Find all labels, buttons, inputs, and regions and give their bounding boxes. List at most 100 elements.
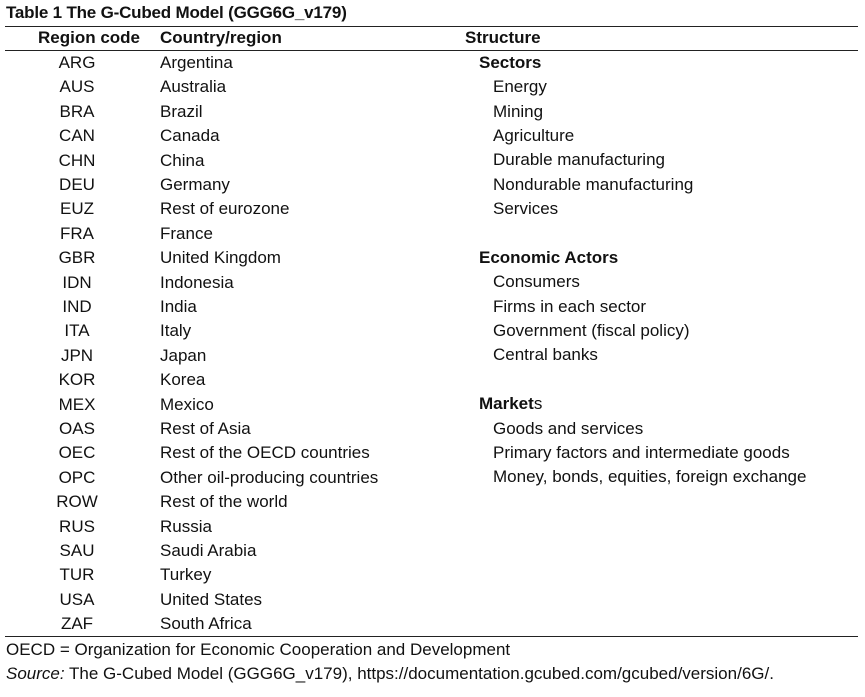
markets-heading: Markets <box>479 393 542 415</box>
table-title: Table 1 The G-Cubed Model (GGG6G_v179) <box>6 3 347 22</box>
country-region-cell: Other oil-producing countries <box>160 468 379 487</box>
country-region-cell: France <box>160 224 213 243</box>
actor-item: Firms in each sector <box>493 297 647 316</box>
region-code-cell: ROW <box>56 492 98 511</box>
top-rule <box>5 26 858 27</box>
region-code-cell: OAS <box>59 419 95 438</box>
region-code-cell: OEC <box>58 443 96 462</box>
table-row: CAN Canada <box>0 125 460 149</box>
bottom-rule <box>5 636 858 637</box>
economic-actors-heading: Economic Actors <box>479 248 619 267</box>
region-code-cell: CHN <box>58 151 96 170</box>
actor-item: Central banks <box>493 345 598 364</box>
footnote: OECD = Organization for Economic Coopera… <box>6 640 511 659</box>
table-row: BRA Brazil <box>0 101 460 125</box>
region-code-cell: BRA <box>59 102 95 121</box>
country-region-cell: Argentina <box>160 53 233 72</box>
actor-item: Government (fiscal policy) <box>493 321 690 340</box>
table-row: ROW Rest of the world <box>0 491 460 515</box>
region-code-cell: SAU <box>59 541 95 560</box>
region-code-cell: ITA <box>64 321 90 340</box>
country-region-cell: United Kingdom <box>160 248 281 267</box>
table-row: TUR Turkey <box>0 564 460 588</box>
country-region-cell: Turkey <box>160 565 212 584</box>
market-item: Money, bonds, equities, foreign exchange <box>493 467 807 486</box>
region-code-cell: USA <box>59 590 95 609</box>
region-code-cell: JPN <box>60 346 94 365</box>
table-row: OPC Other oil-producing countries <box>0 467 460 491</box>
region-code-cell: RUS <box>59 517 95 536</box>
sector-item: Services <box>493 199 559 218</box>
country-region-cell: United States <box>160 590 263 609</box>
table-row: OAS Rest of Asia <box>0 418 460 442</box>
header-country-region: Country/region <box>160 28 282 47</box>
table-row: JPN Japan <box>0 345 460 369</box>
region-code-cell: IDN <box>62 273 92 292</box>
table-row: RUS Russia <box>0 516 460 540</box>
sector-item: Agriculture <box>493 126 575 145</box>
region-code-cell: FRA <box>60 224 94 243</box>
country-region-cell: Italy <box>160 321 192 340</box>
country-region-cell: China <box>160 151 205 170</box>
region-code-cell: AUS <box>59 77 95 96</box>
header-structure: Structure <box>465 28 541 47</box>
market-item: Primary factors and intermediate goods <box>493 443 790 462</box>
region-code-cell: MEX <box>58 395 96 414</box>
country-region-cell: Germany <box>160 175 230 194</box>
country-region-cell: Rest of the world <box>160 492 288 511</box>
country-region-cell: Korea <box>160 370 206 389</box>
sector-item: Energy <box>493 77 547 96</box>
table-row: CHN China <box>0 150 460 174</box>
region-code-cell: DEU <box>59 175 95 194</box>
region-code-cell: EUZ <box>60 199 94 218</box>
sector-item: Durable manufacturing <box>493 150 665 169</box>
region-code-cell: TUR <box>59 565 95 584</box>
region-code-cell: GBR <box>58 248 96 267</box>
country-region-cell: Russia <box>160 517 212 536</box>
country-region-cell: Rest of eurozone <box>160 199 290 218</box>
country-region-cell: Saudi Arabia <box>160 541 257 560</box>
table-row: IDN Indonesia <box>0 272 460 296</box>
table-row: EUZ Rest of eurozone <box>0 198 460 222</box>
header-rule <box>5 50 858 51</box>
market-item: Goods and services <box>493 419 644 438</box>
table-row: KOR Korea <box>0 369 460 393</box>
table-row: GBR United Kingdom <box>0 247 460 271</box>
table-row: USA United States <box>0 589 460 613</box>
table-row: IND India <box>0 296 460 320</box>
region-code-cell: ZAF <box>60 614 94 633</box>
country-region-cell: Rest of the OECD countries <box>160 443 370 462</box>
region-code-cell: OPC <box>58 468 96 487</box>
table-row: DEU Germany <box>0 174 460 198</box>
actor-item: Consumers <box>493 272 580 291</box>
table-row: ARG Argentina <box>0 52 460 76</box>
country-region-cell: Japan <box>160 346 207 365</box>
table-row: SAU Saudi Arabia <box>0 540 460 564</box>
region-code-cell: IND <box>62 297 92 316</box>
table-row: ITA Italy <box>0 320 460 344</box>
table-row: ZAF South Africa <box>0 613 460 637</box>
header-region-code: Region code <box>38 28 141 47</box>
country-region-cell: South Africa <box>160 614 252 633</box>
source-note: Source: The G-Cubed Model (GGG6G_v179), … <box>6 663 774 685</box>
source-label: Source: <box>6 664 65 683</box>
region-code-cell: ARG <box>58 53 96 72</box>
country-region-cell: Rest of Asia <box>160 419 251 438</box>
table-row: FRA France <box>0 223 460 247</box>
country-region-cell: Canada <box>160 126 220 145</box>
table-row: OEC Rest of the OECD countries <box>0 442 460 466</box>
country-region-cell: Australia <box>160 77 227 96</box>
sector-item: Nondurable manufacturing <box>493 175 694 194</box>
sector-item: Mining <box>493 102 544 121</box>
source-text: The G-Cubed Model (GGG6G_v179), https://… <box>64 664 774 683</box>
country-region-cell: Indonesia <box>160 273 234 292</box>
markets-heading-bold: Market <box>479 394 534 413</box>
region-code-cell: KOR <box>58 370 96 389</box>
table-row: MEX Mexico <box>0 394 460 418</box>
table-row: AUS Australia <box>0 76 460 100</box>
country-region-cell: Brazil <box>160 102 203 121</box>
region-code-cell: CAN <box>59 126 95 145</box>
country-region-cell: Mexico <box>160 395 214 414</box>
sectors-heading: Sectors <box>479 53 542 72</box>
markets-heading-tail: s <box>533 394 543 413</box>
